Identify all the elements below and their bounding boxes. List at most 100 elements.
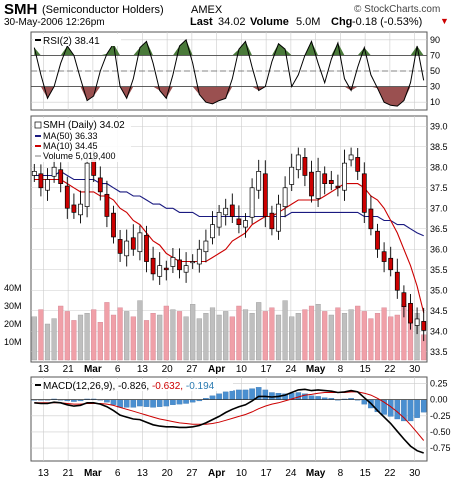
- macd-histogram-bar: [394, 399, 401, 420]
- candle-body: [342, 162, 347, 191]
- macd-histogram-bar: [117, 399, 123, 408]
- x-tick-label: 24: [285, 364, 297, 375]
- macd-histogram-bar: [229, 390, 236, 400]
- x-tick-label: 6: [115, 468, 121, 479]
- candle-body: [315, 171, 321, 199]
- datetime-label: 30-May-2006 12:26pm: [4, 17, 105, 28]
- candle-body: [368, 208, 374, 230]
- volume-bar: [110, 314, 117, 361]
- macd-histogram-bar: [249, 388, 255, 400]
- candle-body: [104, 193, 110, 217]
- volume-bar: [176, 311, 183, 361]
- volume-bar: [269, 307, 275, 361]
- volume-bar: [262, 311, 268, 361]
- x-tick-label: 24: [285, 468, 297, 479]
- x-tick-label: 20: [162, 468, 174, 479]
- price-legend-label: MA(10) 34.45: [43, 141, 98, 151]
- volume-tick-label: 30M: [4, 301, 22, 311]
- x-tick-label: 21: [63, 364, 75, 375]
- macd-histogram-bar: [123, 399, 130, 408]
- x-tick-label: May: [306, 364, 326, 375]
- last-label: Last: [190, 16, 213, 28]
- x-tick-label: 22: [384, 364, 396, 375]
- macd-histogram-bar: [156, 399, 163, 407]
- volume-bar: [374, 313, 381, 361]
- y-tick-label: 36.0: [430, 244, 448, 254]
- volume-bar: [150, 313, 156, 361]
- x-tick-label: 21: [63, 468, 75, 479]
- y-tick-label: -0.75: [430, 443, 451, 453]
- y-tick-label: 50: [430, 66, 440, 76]
- x-tick-label: 13: [137, 364, 149, 375]
- macd-histogram-bar: [137, 399, 143, 407]
- rsi-oversold-fill: [34, 86, 424, 107]
- volume-bar: [328, 314, 334, 361]
- volume-bar: [209, 307, 216, 361]
- volume-bar: [117, 307, 123, 361]
- y-tick-label: 10: [430, 97, 440, 107]
- candle-body: [282, 187, 288, 207]
- macd-histogram-bar: [163, 399, 170, 407]
- volume-bar: [124, 311, 130, 361]
- volume-bar: [249, 313, 255, 361]
- candle-body: [243, 220, 248, 228]
- y-tick-label: 39.0: [430, 121, 448, 131]
- candle-body: [117, 239, 123, 254]
- exchange-label: AMEX: [191, 4, 223, 16]
- volume-bar: [302, 309, 308, 361]
- y-tick-label: -0.50: [430, 427, 451, 437]
- chg-value: -0.18 (-0.53%): [352, 16, 423, 28]
- macd-histogram-bar: [143, 399, 150, 407]
- y-tick-label: 0.25: [430, 378, 448, 388]
- macd-histogram-bar: [176, 399, 183, 405]
- x-tick-label: 8: [338, 364, 344, 375]
- volume-tick-label: 40M: [4, 283, 22, 293]
- rsi-series-line: [33, 38, 425, 107]
- macd-histogram-bar: [262, 389, 269, 400]
- x-tick-label: 20: [162, 364, 174, 375]
- candle-body: [177, 259, 182, 271]
- volume-bar: [104, 302, 110, 361]
- y-tick-label: 34.5: [430, 306, 448, 316]
- candle-body: [170, 257, 176, 267]
- x-tick-label: 30: [409, 468, 421, 479]
- candle-body: [38, 173, 44, 189]
- candle-body: [276, 203, 281, 232]
- candle-body: [295, 154, 301, 171]
- candle-body: [163, 267, 169, 271]
- y-tick-label: 33.5: [430, 347, 448, 357]
- candle-body: [130, 237, 136, 250]
- candle-body: [236, 218, 242, 226]
- macd-histogram-bar: [222, 391, 229, 400]
- volume-bar: [289, 316, 295, 361]
- candle-body: [124, 240, 130, 257]
- candle-body: [355, 157, 361, 172]
- volume-bar: [242, 309, 249, 361]
- volume-bar: [170, 309, 176, 361]
- macd-histogram-bar: [130, 399, 137, 408]
- candle-body: [394, 271, 400, 291]
- candle-body: [269, 212, 275, 230]
- volume-bar: [335, 307, 341, 361]
- volume-bar: [71, 320, 77, 361]
- candle-body: [375, 230, 380, 250]
- candle-body: [183, 265, 189, 273]
- candle-body: [71, 204, 77, 213]
- x-tick-label: May: [306, 468, 326, 479]
- volume-bar: [38, 309, 44, 361]
- candle-body: [381, 251, 387, 262]
- candle-body: [223, 207, 229, 216]
- y-tick-label: 36.5: [430, 224, 448, 234]
- candle-body: [31, 171, 37, 176]
- volume-bar: [77, 314, 84, 361]
- volume-bar: [143, 320, 150, 361]
- volume-bar: [183, 316, 189, 361]
- symbol-title: SMH: [4, 1, 38, 18]
- candle-body: [190, 261, 196, 264]
- candle-body: [335, 185, 341, 189]
- volume-value: 5.0M: [296, 16, 321, 28]
- volume-bar: [216, 314, 222, 361]
- candle-body: [256, 171, 262, 191]
- y-tick-label: 34.0: [430, 326, 448, 336]
